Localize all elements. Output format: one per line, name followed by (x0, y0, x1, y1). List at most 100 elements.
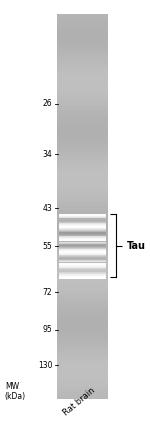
Bar (59, 243, 106, 244)
Bar (59, 265, 106, 266)
Bar (57, 217, 108, 222)
Bar (59, 268, 106, 269)
Bar (57, 60, 108, 64)
Bar (57, 48, 108, 52)
Bar (57, 160, 108, 164)
Bar (59, 274, 106, 275)
Text: 26: 26 (43, 99, 52, 108)
Bar (57, 210, 108, 214)
Bar (59, 216, 106, 217)
Text: Tau: Tau (127, 241, 146, 251)
Bar (59, 269, 106, 270)
Bar (57, 102, 108, 106)
Bar (59, 227, 106, 228)
Text: MW
(kDa): MW (kDa) (5, 382, 26, 401)
Bar (57, 333, 108, 337)
Bar (59, 278, 106, 279)
Bar (59, 275, 106, 276)
Bar (57, 125, 108, 130)
Bar (57, 244, 108, 249)
Bar (57, 344, 108, 349)
Bar (57, 368, 108, 372)
Bar (59, 218, 106, 219)
Bar (59, 238, 106, 239)
Bar (57, 379, 108, 383)
Bar (57, 144, 108, 149)
Bar (57, 75, 108, 79)
Bar (59, 224, 106, 225)
Bar (59, 266, 106, 267)
Bar (59, 251, 106, 252)
Bar (57, 360, 108, 364)
Bar (57, 206, 108, 210)
Bar (57, 156, 108, 160)
Bar (57, 83, 108, 87)
Bar (59, 261, 106, 262)
Bar (57, 202, 108, 206)
Bar (57, 329, 108, 333)
Bar (57, 17, 108, 22)
Bar (59, 252, 106, 253)
Bar (57, 325, 108, 330)
Bar (59, 264, 106, 265)
Bar (57, 68, 108, 72)
Text: 95: 95 (43, 325, 52, 334)
Bar (57, 229, 108, 233)
Bar (57, 364, 108, 368)
Bar (59, 220, 106, 221)
Bar (59, 277, 106, 278)
Bar (57, 195, 108, 199)
Bar (57, 117, 108, 122)
Bar (59, 276, 106, 277)
Bar (57, 375, 108, 379)
Bar (57, 25, 108, 29)
Bar (59, 240, 106, 241)
Bar (59, 230, 106, 231)
Bar (57, 233, 108, 237)
Bar (57, 321, 108, 326)
Bar (57, 79, 108, 83)
Bar (57, 133, 108, 137)
Bar (59, 257, 106, 258)
Bar (59, 219, 106, 220)
Bar (57, 29, 108, 33)
Bar (59, 240, 106, 241)
Bar (57, 260, 108, 264)
Bar (57, 114, 108, 118)
Bar (59, 256, 106, 257)
Bar (57, 183, 108, 187)
Bar (59, 214, 106, 215)
Bar (57, 52, 108, 56)
Bar (59, 263, 106, 264)
Bar (59, 228, 106, 229)
Bar (57, 21, 108, 25)
Bar (57, 168, 108, 172)
Bar (57, 71, 108, 76)
Bar (57, 110, 108, 114)
Bar (57, 56, 108, 60)
Bar (59, 264, 106, 265)
Bar (57, 387, 108, 391)
Bar (59, 226, 106, 227)
Bar (57, 98, 108, 103)
Bar (57, 306, 108, 310)
Bar (59, 247, 106, 248)
Bar (57, 171, 108, 176)
Bar (57, 141, 108, 145)
Bar (57, 291, 108, 295)
Text: 34: 34 (43, 149, 52, 159)
Bar (59, 245, 106, 246)
Bar (57, 95, 108, 99)
Text: 43: 43 (43, 204, 52, 213)
Bar (59, 241, 106, 242)
Text: 72: 72 (43, 287, 52, 297)
Bar (57, 90, 108, 95)
Bar (57, 190, 108, 195)
Bar (59, 242, 106, 243)
Bar (59, 254, 106, 255)
Bar (57, 64, 108, 68)
Bar (59, 237, 106, 238)
Bar (59, 232, 106, 233)
Bar (57, 283, 108, 287)
Bar (59, 233, 106, 234)
